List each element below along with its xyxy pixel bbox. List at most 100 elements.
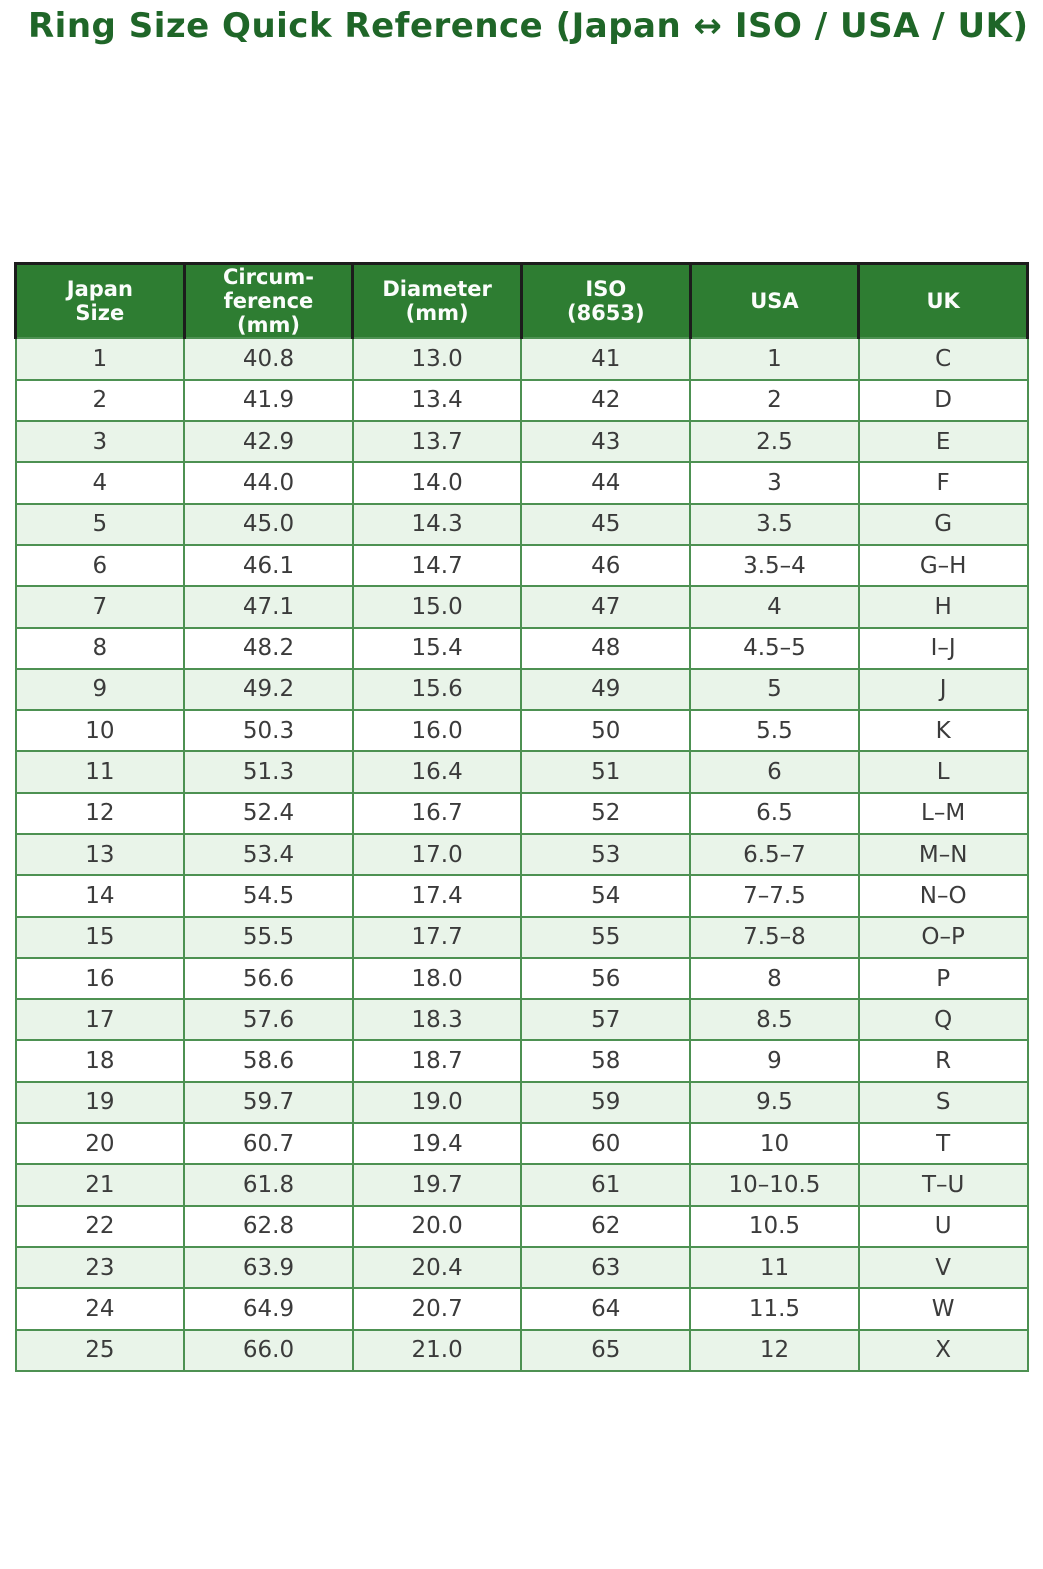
table-cell: M–N [857,832,1029,877]
table-row: 15 55.5 17.7 55 7.5–8 O–P [14,915,1029,959]
table-cell: 16.7 [351,791,523,835]
table-cell: 17.4 [351,874,523,918]
table-cell: 11 [689,1245,860,1290]
table-cell: 15 [14,915,186,959]
table-cell: 6.5 [689,791,860,835]
table-cell: 48.2 [183,626,354,670]
table-cell: K [857,709,1029,753]
table-cell: X [857,1328,1029,1372]
table-cell: 5 [689,667,860,712]
table-container: Japan Size Circum- ference (mm) Diameter (… [14,262,1029,1372]
ring-size-table: Japan Size Circum- ference (mm) Diameter (… [14,262,1029,1372]
table-cell: 41 [520,337,692,381]
table-cell: 15.0 [351,585,523,629]
table-cell: L–M [857,791,1029,835]
table-cell: 3.5 [689,502,860,546]
table-cell: 20 [14,1122,186,1166]
table-cell: 17 [14,998,186,1042]
table-cell: 10 [14,709,186,753]
column-header-5: USA [688,262,861,339]
table-cell: 10 [689,1122,860,1166]
table-row: 5 45.0 14.3 45 3.5 G [14,502,1029,546]
table-cell: 52 [520,791,692,835]
table-cell: 50.3 [183,709,354,753]
table-cell: 7–7.5 [689,874,860,918]
table-cell: 40.8 [183,337,354,381]
table-cell: 65 [520,1328,692,1372]
table-cell: 63.9 [183,1245,354,1290]
table-cell: 4.5–5 [689,626,860,670]
table-cell: Q [857,998,1029,1042]
table-row: 13 53.4 17.0 53 6.5–7 M–N [14,832,1029,877]
table-cell: 2.5 [689,420,860,464]
table-cell: 14.7 [351,543,523,588]
header-row: Japan Size Circum- ference (mm) Diameter (… [14,262,1029,339]
table-cell: 11 [14,750,186,794]
table-row: 20 60.7 19.4 60 10 T [14,1122,1029,1166]
table-cell: 53.4 [183,832,354,877]
column-header-6: UK [857,262,1029,339]
table-cell: 9 [14,667,186,712]
table-row: 3 42.9 13.7 43 2.5 E [14,420,1029,464]
table-cell: 19.7 [351,1163,523,1207]
table-cell: 64.9 [183,1287,354,1331]
column-header-4: ISO (8653) [519,262,692,339]
table-row: 10 50.3 16.0 50 5.5 K [14,709,1029,753]
table-cell: 45 [520,502,692,546]
table-cell: 21 [14,1163,186,1207]
table-row: 21 61.8 19.7 61 10–10.5 T–U [14,1163,1029,1207]
table-cell: 61.8 [183,1163,354,1207]
table-row: 4 44.0 14.0 44 3 F [14,461,1029,505]
table-row: 8 48.2 15.4 48 4.5–5 I–J [14,626,1029,670]
table-cell: 13.0 [351,337,523,381]
table-cell: 18.0 [351,956,523,1001]
table-cell: 16 [14,956,186,1001]
table-cell: 13 [14,832,186,877]
table-row: 24 64.9 20.7 64 11.5 W [14,1287,1029,1331]
table-cell: 16.0 [351,709,523,753]
table-cell: 13.7 [351,420,523,464]
table-cell: 63 [520,1245,692,1290]
table-cell: E [857,420,1029,464]
table-cell: 51.3 [183,750,354,794]
table-cell: N–O [857,874,1029,918]
table-cell: T [857,1122,1029,1166]
table-cell: 10–10.5 [689,1163,860,1207]
table-cell: 7 [14,585,186,629]
table-row: 17 57.6 18.3 57 8.5 Q [14,998,1029,1042]
table-cell: 13.4 [351,378,523,423]
table-cell: 25 [14,1328,186,1372]
table-cell: 24 [14,1287,186,1331]
column-header-2: Circum- ference (mm) [182,262,355,339]
table-cell: 15.6 [351,667,523,712]
table-row: 9 49.2 15.6 49 5 J [14,667,1029,712]
table-cell: 19.4 [351,1122,523,1166]
table-cell: 42.9 [183,420,354,464]
table-cell: 18.3 [351,998,523,1042]
table-row: 19 59.7 19.0 59 9.5 S [14,1080,1029,1125]
table-cell: 3 [14,420,186,464]
table-cell: 54 [520,874,692,918]
table-body: 1 40.8 13.0 41 1 C 2 41.9 13.4 42 2 D 3 42.9 13.7 43 2.5… [14,337,1029,1372]
table-cell: 20.7 [351,1287,523,1331]
table-cell: 59.7 [183,1080,354,1125]
table-cell: 4 [14,461,186,505]
table-cell: 14.0 [351,461,523,505]
table-cell: 57 [520,998,692,1042]
table-cell: G [857,502,1029,546]
table-cell: 8 [689,956,860,1001]
table-cell: 16.4 [351,750,523,794]
table-cell: 2 [689,378,860,423]
table-cell: 62 [520,1204,692,1248]
table-cell: G–H [857,543,1029,588]
table-cell: 23 [14,1245,186,1290]
table-cell: 22 [14,1204,186,1248]
table-cell: 3 [689,461,860,505]
table-row: 23 63.9 20.4 63 11 V [14,1245,1029,1290]
table-cell: 64 [520,1287,692,1331]
table-cell: 4 [689,585,860,629]
table-row: 7 47.1 15.0 47 4 H [14,585,1029,629]
table-row: 1 40.8 13.0 41 1 C [14,337,1029,381]
table-row: 6 46.1 14.7 46 3.5–4 G–H [14,543,1029,588]
table-cell: 57.6 [183,998,354,1042]
